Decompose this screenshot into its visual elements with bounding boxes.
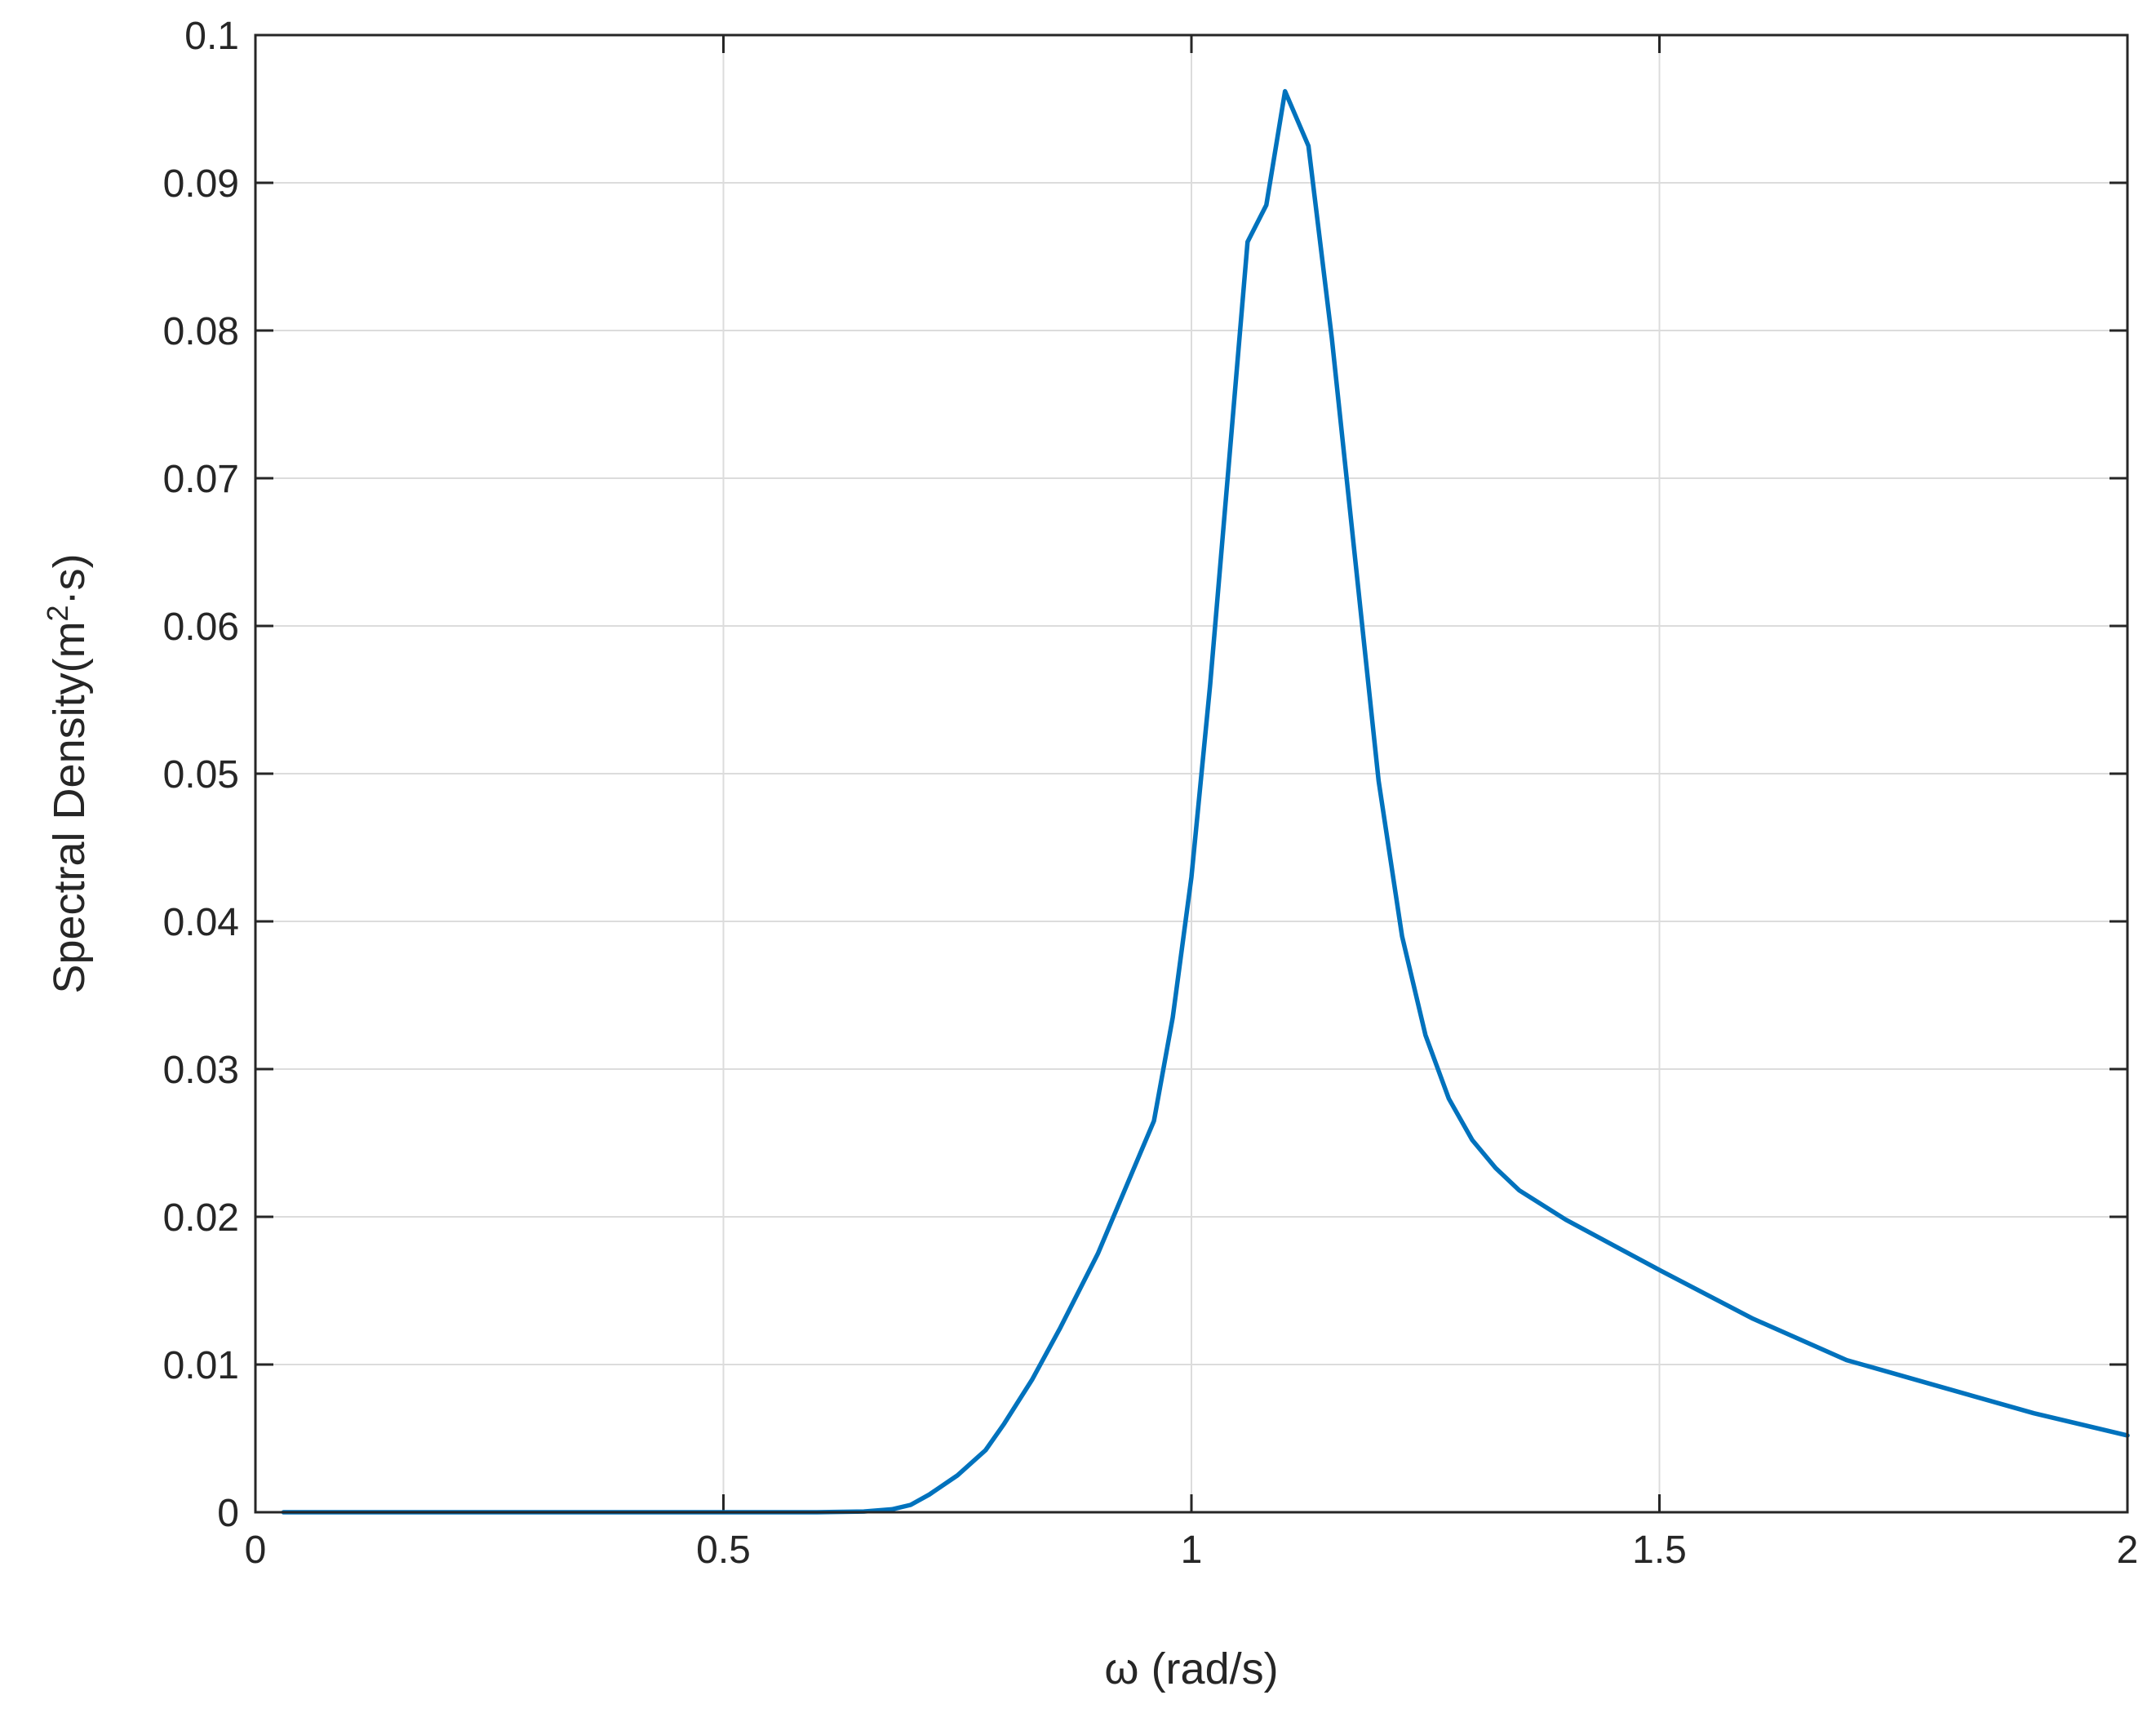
x-tick-label: 0 — [245, 1529, 267, 1572]
y-tick-label: 0.08 — [163, 310, 239, 353]
y-axis-label-superscript: 2 — [41, 605, 74, 621]
plot-frame — [254, 33, 2129, 1514]
x-tick-label: 0.5 — [696, 1529, 751, 1572]
y-tick-label: 0.05 — [163, 753, 239, 797]
y-axis-label-suffix: ·s) — [45, 553, 94, 605]
y-tick-labels: 0 0.01 0.02 0.03 0.04 0.05 0.06 0.07 0.08 0.09 0.1 — [163, 15, 239, 1535]
x-tick-label: 2 — [2117, 1529, 2139, 1572]
series-line — [281, 89, 2130, 1515]
y-axis-label-prefix: Spectral Density(m — [45, 621, 94, 993]
x-tick-label: 1 — [1181, 1529, 1203, 1572]
y-tick-label: 0.04 — [163, 901, 239, 944]
y-tick-label: 0.1 — [184, 15, 239, 58]
y-tick-label: 0.01 — [163, 1344, 239, 1387]
grid-lines — [255, 35, 2127, 1512]
y-tick-label: 0 — [217, 1492, 239, 1535]
x-tick-labels: 0 0.5 1 1.5 2 — [245, 1529, 2139, 1572]
y-axis-label: Spectral Density(m2·s) — [41, 553, 95, 993]
x-axis-label: ω (rad/s) — [1104, 1644, 1278, 1693]
y-tick-label: 0.09 — [163, 162, 239, 206]
y-tick-label: 0.02 — [163, 1196, 239, 1240]
y-tick-label: 0.07 — [163, 458, 239, 501]
x-tick-label: 1.5 — [1632, 1529, 1687, 1572]
y-tick-label: 0.06 — [163, 606, 239, 649]
y-tick-label: 0.03 — [163, 1049, 239, 1092]
